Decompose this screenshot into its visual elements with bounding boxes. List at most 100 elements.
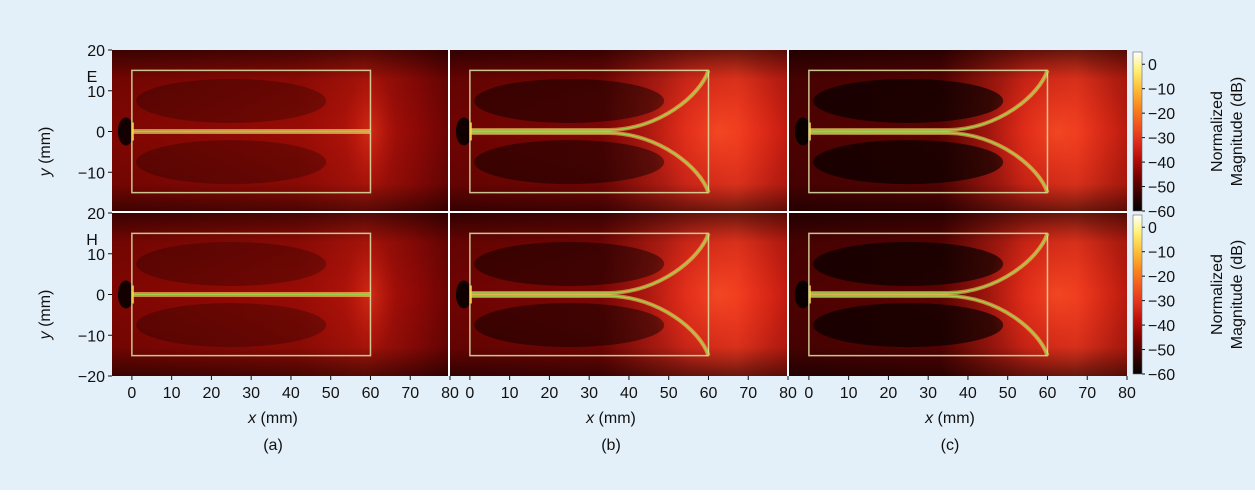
x-tick-label: 60 [700, 385, 718, 402]
x-tick-label: 30 [919, 385, 937, 402]
row-label-H: H [86, 232, 98, 249]
colorbar-tick-label: −10 [1148, 245, 1175, 262]
x-tick-label: 10 [163, 385, 181, 402]
x-tick-label: 10 [840, 385, 858, 402]
heatmap-panel-E-a: E [87, 50, 450, 213]
x-tick-label: 40 [282, 385, 300, 402]
x-tick-label: 40 [959, 385, 977, 402]
y-tick-label: −20 [78, 369, 105, 386]
colorbar-label-line2: Magnitude (dB) [1229, 240, 1246, 349]
colorbar-gradient [1132, 214, 1143, 375]
y-axis-label: y (mm) [37, 290, 54, 341]
upper-flare-line [808, 233, 1049, 294]
subplot-label-c: (c) [941, 437, 960, 454]
x-tick-label: 10 [501, 385, 519, 402]
colorbar-tick-label: −60 [1148, 367, 1175, 384]
upper-null-region [136, 241, 327, 286]
feed-spot [794, 117, 811, 146]
x-tick-label: 20 [203, 385, 221, 402]
aperture-radiation [987, 51, 1127, 212]
upper-null-region [813, 78, 1004, 123]
x-tick-label: 40 [620, 385, 638, 402]
x-tick-label: 50 [660, 385, 678, 402]
lower-null-region [474, 140, 665, 185]
subplot-label-a: (a) [263, 437, 283, 454]
x-tick-label: 70 [401, 385, 419, 402]
row-label-E: E [87, 69, 98, 86]
x-axis-label: x (mm) [247, 410, 298, 427]
y-tick-label: −10 [78, 328, 105, 345]
y-tick-label: 20 [87, 206, 105, 223]
y-tick-label: 0 [96, 125, 105, 142]
x-tick-label: 0 [465, 385, 474, 402]
lower-flare-line [808, 295, 1049, 356]
axes: 20 10 0 −10 y (mm) 20 10 0 −10 −20 y (mm) 0 10 20 30 40… [37, 43, 1136, 454]
colorbar-tick-label: −40 [1148, 155, 1175, 172]
x-tick-label: 80 [441, 385, 459, 402]
colorbar-tick-label: −60 [1148, 204, 1175, 221]
upper-flare-line [469, 233, 710, 294]
x-tick-label: 60 [1039, 385, 1057, 402]
x-tick-label: 0 [804, 385, 813, 402]
feed-spot [455, 280, 472, 309]
upper-null-region [136, 78, 327, 123]
lower-null-region [136, 140, 327, 185]
upper-null-region [474, 78, 665, 123]
y-tick-label: 10 [87, 247, 105, 264]
colorbar-tick-label: −30 [1148, 294, 1175, 311]
x-tick-label: 20 [880, 385, 898, 402]
y-tick-label: 0 [96, 288, 105, 305]
colorbar-tick-label: −30 [1148, 131, 1175, 148]
colorbar-label-line1: Normalized [1209, 91, 1226, 172]
y-tick-label: 10 [87, 84, 105, 101]
x-axis-label: x (mm) [924, 410, 975, 427]
colorbar-tick-label: −40 [1148, 318, 1175, 335]
y-axis-label: y (mm) [37, 127, 54, 178]
x-tick-label: 50 [999, 385, 1017, 402]
x-axis-label: x (mm) [585, 410, 636, 427]
colorbar-gradient [1132, 51, 1143, 212]
heatmap-panel-H-b [450, 213, 788, 376]
y-tick-label: 20 [87, 43, 105, 60]
upper-flare-line [469, 70, 710, 131]
feed-spot [117, 117, 134, 146]
y-tick-label: −10 [78, 165, 105, 182]
x-tick-label: 80 [1118, 385, 1136, 402]
colorbar-tick-label: 0 [1148, 220, 1157, 237]
x-tick-label: 20 [541, 385, 559, 402]
x-tick-label: 60 [362, 385, 380, 402]
lower-null-region [813, 140, 1004, 185]
colorbar-H: 0 −10 −20 −30 −40 −50 −60 Normalized Magnitude (… [1132, 214, 1246, 384]
x-tick-label: 70 [739, 385, 757, 402]
lower-null-region [474, 303, 665, 348]
lower-null-region [813, 303, 1004, 348]
x-tick-label: 50 [322, 385, 340, 402]
upper-flare-line [808, 70, 1049, 131]
colorbar-tick-label: −10 [1148, 82, 1175, 99]
x-tick-label: 0 [127, 385, 136, 402]
heatmap-panel-E-b [450, 50, 788, 213]
colorbar-label-line2: Magnitude (dB) [1229, 77, 1246, 186]
colorbar-tick-label: −20 [1148, 106, 1175, 123]
colorbar-E: 0 −10 −20 −30 −40 −50 −60 Normalized Magnitude (… [1132, 51, 1246, 221]
upper-null-region [813, 241, 1004, 286]
x-tick-label: 30 [580, 385, 598, 402]
aperture-radiation [648, 51, 788, 212]
colorbar-tick-label: −20 [1148, 269, 1175, 286]
lower-flare-line [469, 132, 710, 193]
heatmap-panel-E-c [789, 50, 1127, 213]
x-tick-label: 80 [779, 385, 797, 402]
lower-null-region [136, 303, 327, 348]
x-tick-label: 70 [1078, 385, 1096, 402]
upper-null-region [474, 241, 665, 286]
aperture-radiation [987, 214, 1127, 375]
x-tick-label: 30 [242, 385, 260, 402]
lower-flare-line [808, 132, 1049, 193]
heatmap-panel-H-a: H [86, 213, 450, 376]
heatmap-panel-H-c [789, 213, 1127, 376]
feed-spot [455, 117, 472, 146]
subplot-label-b: (b) [601, 437, 621, 454]
